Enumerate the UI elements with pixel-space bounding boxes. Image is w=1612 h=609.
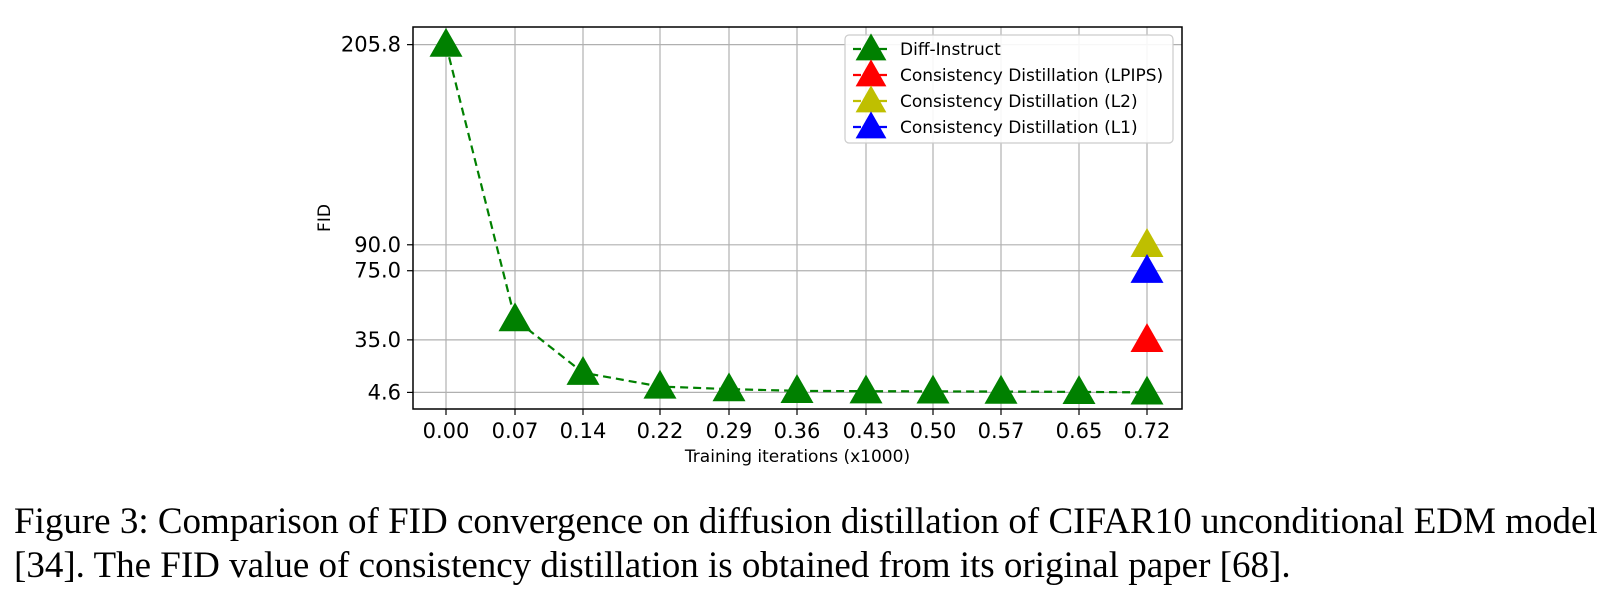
legend-label: Consistency Distillation (L1) bbox=[900, 118, 1138, 138]
legend-label: Consistency Distillation (L2) bbox=[900, 92, 1138, 112]
y-tick-label: 35.0 bbox=[354, 328, 401, 352]
legend-label: Diff-Instruct bbox=[900, 40, 1001, 60]
x-tick-label: 0.36 bbox=[774, 419, 821, 443]
y-axis-label: FID bbox=[315, 204, 335, 232]
x-axis-ticks: 0.00 0.07 0.14 0.22 0.29 0.36 0.43 0.50 0.57 0.65… bbox=[423, 409, 1171, 443]
x-tick-label: 0.72 bbox=[1124, 419, 1171, 443]
data-point-marker bbox=[429, 27, 463, 57]
plot-frame bbox=[412, 26, 1183, 410]
data-point-marker bbox=[1062, 375, 1096, 405]
legend: Diff-Instruct Consistency Distillation (L… bbox=[844, 33, 1174, 144]
x-tick-label: 0.43 bbox=[843, 419, 890, 443]
data-point-marker bbox=[566, 355, 600, 385]
x-tick-label: 0.29 bbox=[706, 419, 753, 443]
x-tick-label: 0.50 bbox=[910, 419, 957, 443]
x-tick-label: 0.57 bbox=[978, 419, 1025, 443]
figure-caption: Figure 3: Comparison of FID convergence … bbox=[14, 501, 1598, 586]
legend-marker bbox=[855, 85, 887, 113]
x-axis-label: Training iterations (x1000) bbox=[684, 447, 910, 467]
data-point-marker bbox=[1130, 323, 1164, 353]
data-point-marker bbox=[1130, 375, 1164, 405]
data-point-marker bbox=[1130, 253, 1164, 283]
x-tick-label: 0.65 bbox=[1056, 419, 1103, 443]
x-tick-label: 0.22 bbox=[637, 419, 684, 443]
y-tick-label: 4.6 bbox=[368, 380, 401, 404]
x-tick-label: 0.00 bbox=[423, 419, 470, 443]
x-tick-label: 0.07 bbox=[492, 419, 539, 443]
legend-marker bbox=[855, 33, 887, 61]
data-point-marker bbox=[1130, 228, 1164, 257]
data-point-marker bbox=[643, 369, 677, 399]
legend-label: Consistency Distillation (LPIPS) bbox=[900, 66, 1163, 86]
y-tick-label: 205.8 bbox=[341, 33, 401, 57]
legend-box bbox=[844, 34, 1174, 144]
x-tick-label: 0.14 bbox=[560, 419, 607, 443]
data-point-marker bbox=[498, 302, 532, 332]
data-point-marker bbox=[849, 374, 883, 404]
y-tick-label: 75.0 bbox=[354, 259, 401, 283]
legend-marker bbox=[855, 59, 887, 87]
data-point-marker bbox=[916, 374, 950, 404]
series-line-0 bbox=[444, 44, 1148, 394]
data-point-marker bbox=[780, 374, 814, 404]
fid-convergence-chart: 0.00 0.07 0.14 0.22 0.29 0.36 0.43 0.50 0.57 0.65… bbox=[315, 26, 1183, 467]
legend-marker bbox=[855, 111, 887, 139]
y-axis-ticks: 4.6 35.0 75.090.0 205.8 bbox=[341, 33, 413, 404]
data-point-marker bbox=[984, 374, 1018, 404]
y-tick-label: 90.0 bbox=[354, 233, 401, 257]
data-point-marker bbox=[712, 372, 746, 402]
series-layer bbox=[429, 27, 1164, 405]
